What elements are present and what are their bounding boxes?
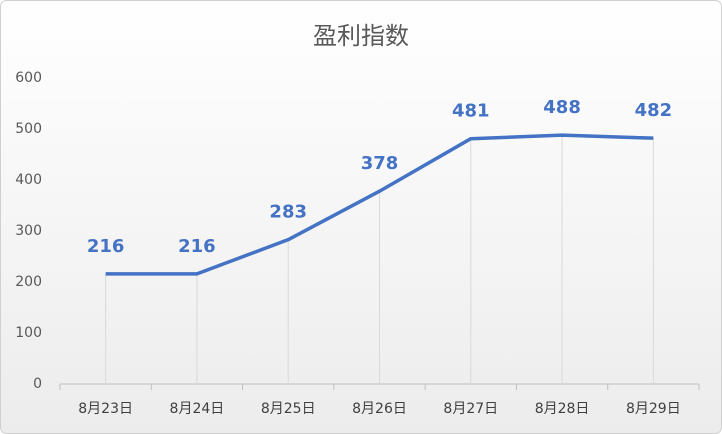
data-label: 216 [87, 236, 125, 257]
line-series [105, 133, 654, 276]
y-tick-label: 400 [15, 172, 42, 188]
data-label: 378 [361, 153, 399, 174]
data-label: 216 [178, 236, 216, 257]
y-tick-label: 200 [15, 274, 42, 290]
x-tick-label: 8月26日 [352, 401, 407, 417]
y-tick-label: 500 [15, 121, 42, 137]
data-label: 482 [635, 100, 673, 121]
y-tick-label: 600 [15, 70, 42, 86]
y-tick-label: 300 [15, 223, 42, 239]
chart-title: 盈利指数 [313, 22, 409, 50]
x-tick-label: 8月27日 [443, 401, 498, 417]
x-tick-label: 8月29日 [626, 401, 681, 417]
y-tick-label: 0 [33, 376, 42, 392]
y-tick-label: 100 [15, 325, 42, 341]
x-tick-label: 8月23日 [78, 401, 133, 417]
x-tick-label: 8月25日 [261, 401, 316, 417]
data-label: 481 [452, 101, 490, 122]
data-label: 283 [269, 202, 307, 223]
x-tick-label: 8月24日 [170, 401, 225, 417]
data-label: 488 [543, 97, 581, 118]
x-tick-label: 8月28日 [535, 401, 590, 417]
